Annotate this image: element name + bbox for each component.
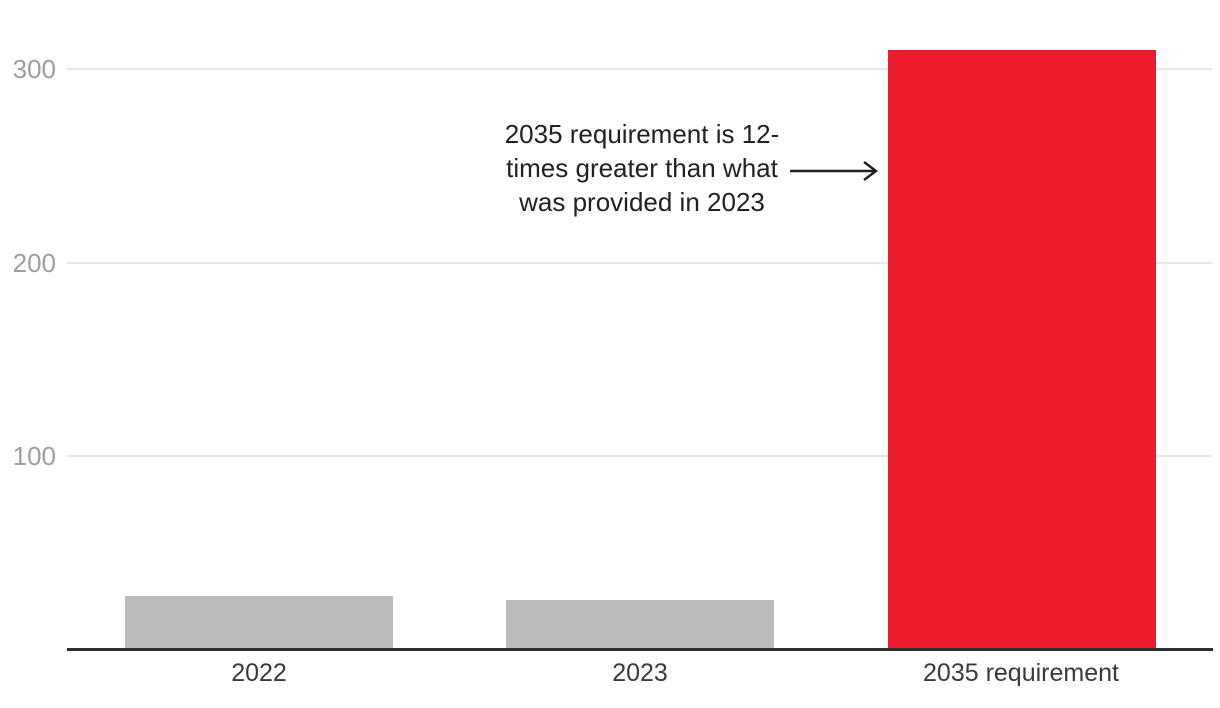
- x-tick-label-2035-requirement: 2035 requirement: [923, 659, 1119, 687]
- x-axis-line: [67, 648, 1213, 651]
- right-arrow-icon: [790, 161, 878, 181]
- y-tick-label-100: 100: [12, 441, 56, 471]
- x-tick-label-2023: 2023: [612, 659, 668, 687]
- annotation-line-2: times greater than what: [506, 153, 778, 183]
- annotation-text: 2035 requirement is 12- times greater th…: [472, 117, 812, 219]
- bar-2022: [125, 596, 393, 650]
- y-gridline-200: [67, 262, 1212, 264]
- y-tick-label-200: 200: [12, 248, 56, 278]
- bar-2023: [506, 600, 774, 650]
- y-gridline-100: [67, 455, 1212, 457]
- x-tick-label-2022: 2022: [231, 659, 287, 687]
- annotation-line-1: 2035 requirement is 12-: [504, 119, 780, 149]
- y-tick-label-300: 300: [12, 54, 56, 84]
- annotation-line-3: was provided in 2023: [519, 187, 765, 217]
- bar-2035-requirement: [888, 50, 1156, 650]
- y-gridline-300: [67, 68, 1212, 70]
